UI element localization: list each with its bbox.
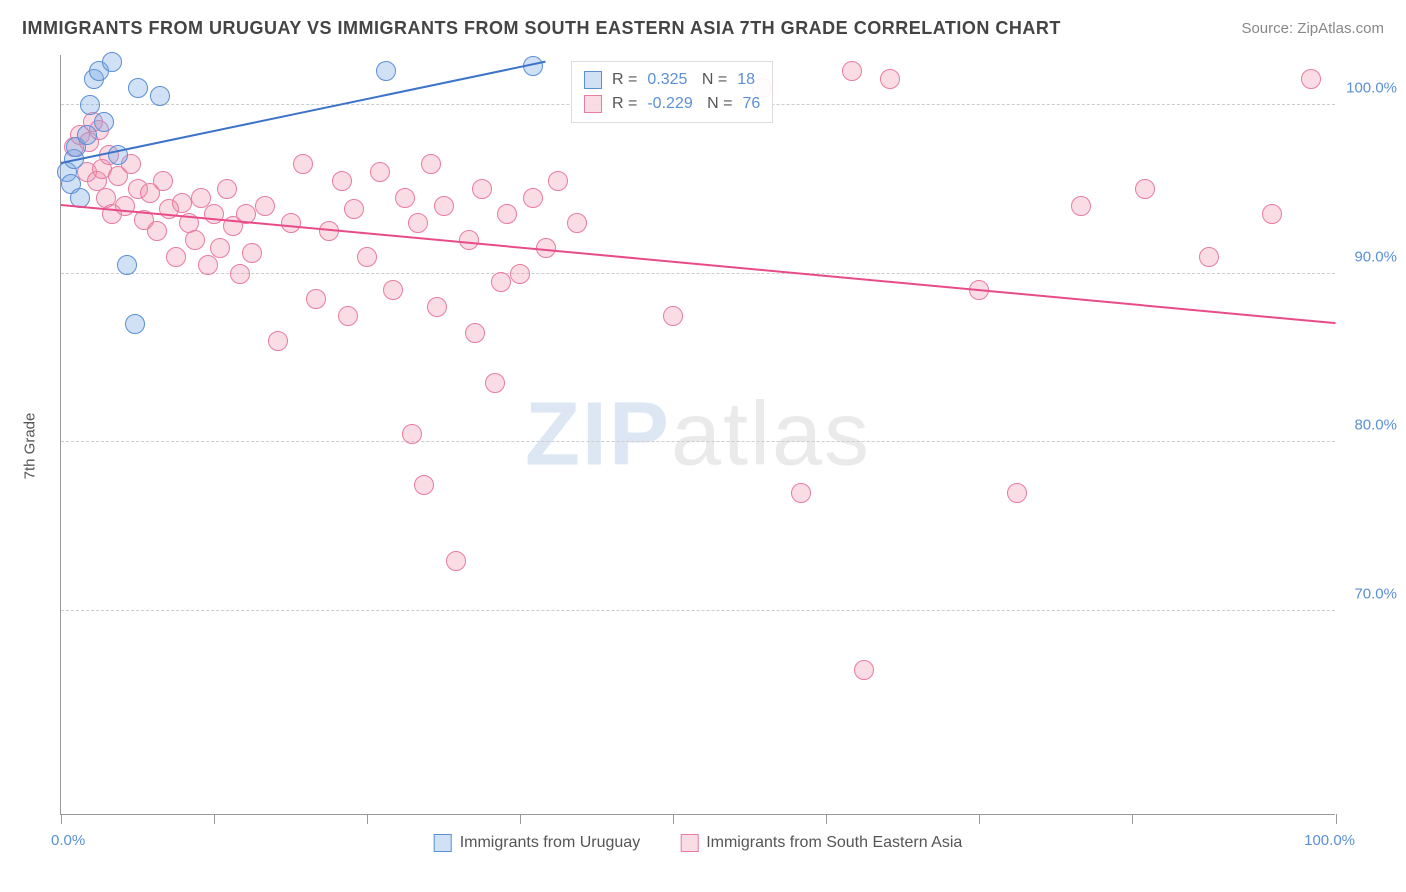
data-point [332,171,352,191]
data-point [230,264,250,284]
gridline [61,441,1335,442]
data-point [376,61,396,81]
legend-item-uruguay: Immigrants from Uruguay [434,834,641,852]
legend-row-sea: R = -0.229 N = 76 [584,92,760,116]
data-point [548,171,568,191]
source-attribution: Source: ZipAtlas.com [1241,20,1384,37]
data-point [880,69,900,89]
data-point [338,306,358,326]
x-axis-min-label: 0.0% [51,832,85,849]
data-point [255,196,275,216]
x-tick [673,814,674,824]
data-point [94,112,114,132]
data-point [842,61,862,81]
x-tick [61,814,62,824]
data-point [150,86,170,106]
data-point [663,306,683,326]
data-point [357,247,377,267]
data-point [1007,483,1027,503]
legend-swatch-icon [680,834,698,852]
data-point [485,373,505,393]
data-point [1071,196,1091,216]
plot-area: ZIPatlas 70.0%80.0%90.0%100.0% 0.0% 100.… [60,55,1335,815]
x-tick [367,814,368,824]
data-point [1262,204,1282,224]
x-tick [1132,814,1133,824]
data-point [395,188,415,208]
x-tick [979,814,980,824]
data-point [117,255,137,275]
data-point [791,483,811,503]
data-point [1135,179,1155,199]
data-point [491,272,511,292]
data-point [383,280,403,300]
data-point [421,154,441,174]
chart-title: IMMIGRANTS FROM URUGUAY VS IMMIGRANTS FR… [22,18,1061,39]
data-point [567,213,587,233]
legend-swatch-icon [434,834,452,852]
data-point [281,213,301,233]
x-tick [520,814,521,824]
x-tick [1336,814,1337,824]
stats-legend: R = 0.325 N = 18 R = -0.229 N = 76 [571,61,773,123]
data-point [414,475,434,495]
data-point [204,204,224,224]
legend-label: Immigrants from Uruguay [460,834,641,852]
data-point [77,125,97,145]
gridline [61,610,1335,611]
data-point [242,243,262,263]
x-tick [214,814,215,824]
y-axis-title: 7th Grade [22,413,39,480]
data-point [472,179,492,199]
trend-line [61,204,1336,324]
data-point [459,230,479,250]
data-point [344,199,364,219]
data-point [1301,69,1321,89]
y-tick-label: 80.0% [1354,417,1397,434]
y-tick-label: 90.0% [1354,248,1397,265]
series-legend: Immigrants from Uruguay Immigrants from … [434,834,963,852]
data-point [523,188,543,208]
data-point [153,171,173,191]
data-point [427,297,447,317]
data-point [408,213,428,233]
legend-swatch-uruguay [584,71,602,89]
x-axis-max-label: 100.0% [1304,832,1355,849]
data-point [115,196,135,216]
data-point [191,188,211,208]
data-point [210,238,230,258]
data-point [102,52,122,72]
trend-line [61,60,546,163]
data-point [198,255,218,275]
data-point [434,196,454,216]
watermark: ZIPatlas [525,383,871,486]
data-point [854,660,874,680]
data-point [125,314,145,334]
data-point [370,162,390,182]
data-point [80,95,100,115]
legend-item-sea: Immigrants from South Eastern Asia [680,834,962,852]
data-point [465,323,485,343]
data-point [217,179,237,199]
data-point [497,204,517,224]
data-point [172,193,192,213]
x-tick [826,814,827,824]
data-point [293,154,313,174]
legend-label: Immigrants from South Eastern Asia [706,834,962,852]
data-point [128,78,148,98]
data-point [185,230,205,250]
legend-swatch-sea [584,95,602,113]
data-point [147,221,167,241]
data-point [306,289,326,309]
data-point [268,331,288,351]
gridline [61,273,1335,274]
data-point [510,264,530,284]
y-tick-label: 100.0% [1346,79,1397,96]
data-point [402,424,422,444]
legend-row-uruguay: R = 0.325 N = 18 [584,68,760,92]
data-point [166,247,186,267]
data-point [446,551,466,571]
y-tick-label: 70.0% [1354,586,1397,603]
data-point [1199,247,1219,267]
